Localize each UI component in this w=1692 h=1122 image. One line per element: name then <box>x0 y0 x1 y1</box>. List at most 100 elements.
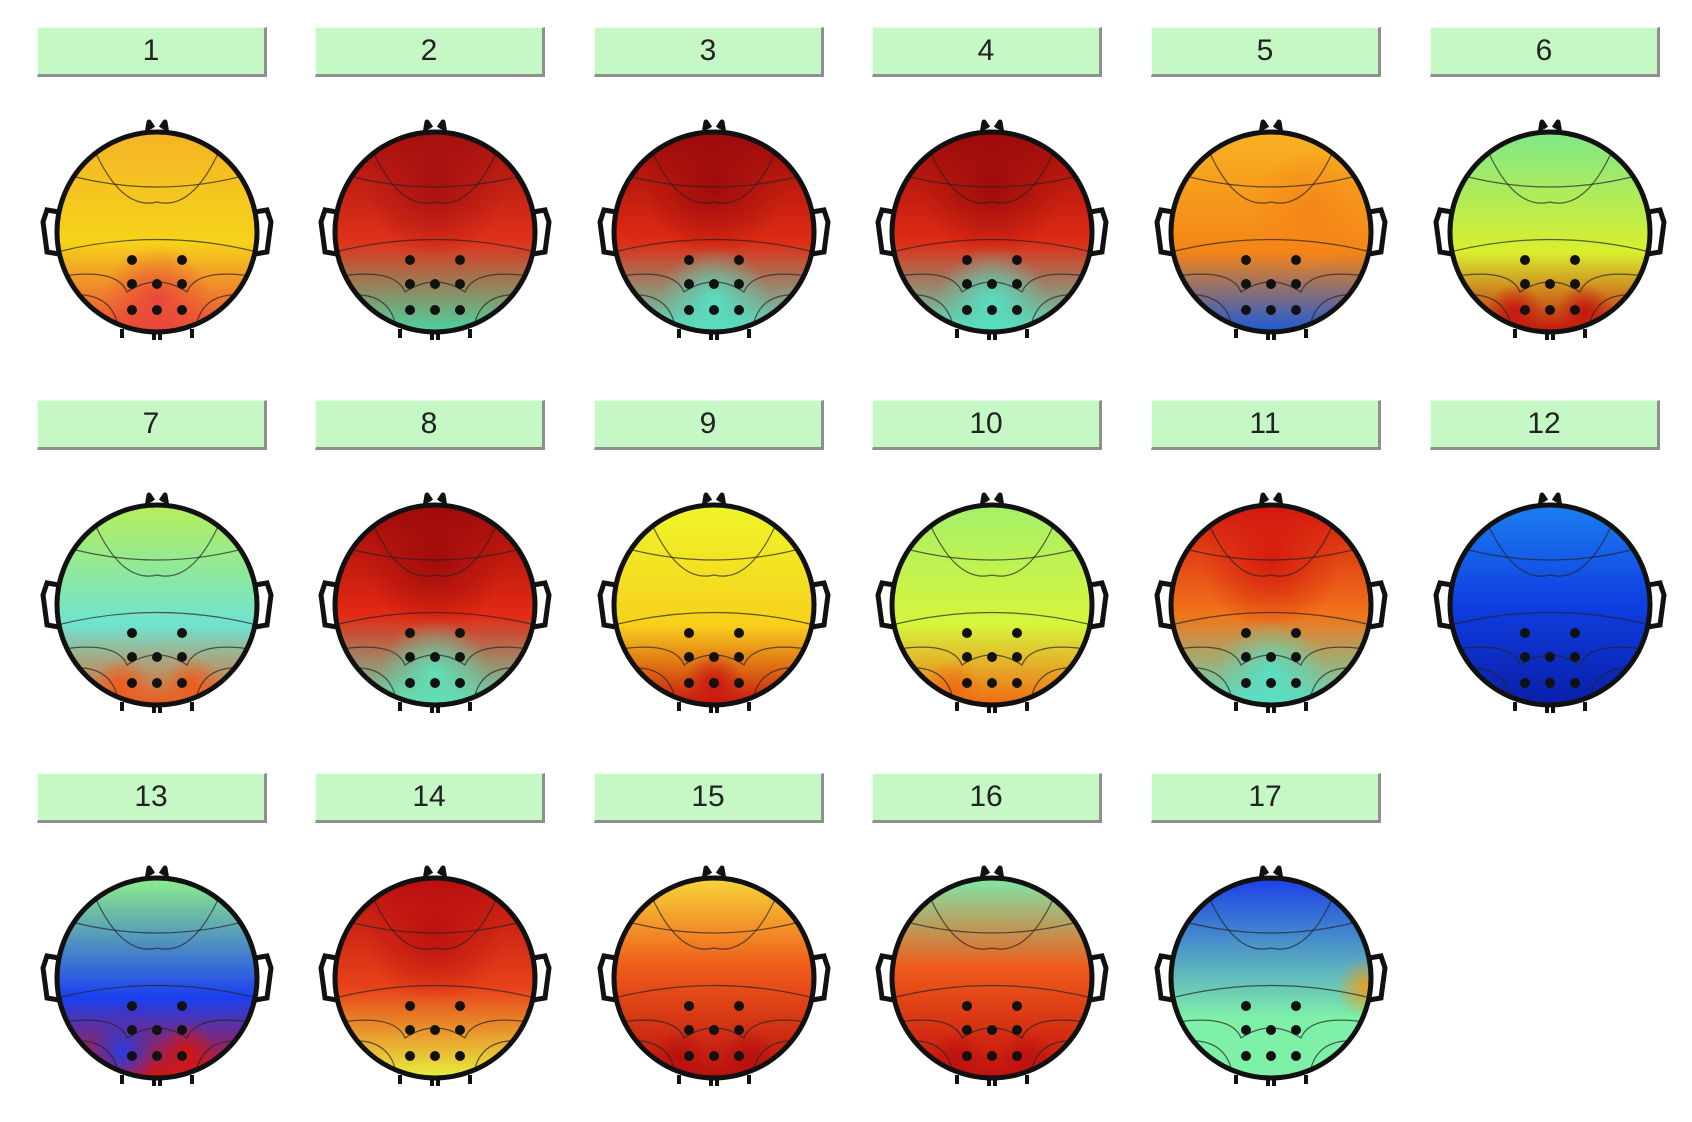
electrode-dot <box>1241 652 1251 662</box>
scalp-map[interactable] <box>37 107 277 357</box>
electrode-dot <box>405 279 415 289</box>
component-label-button[interactable]: 10 <box>872 400 1102 450</box>
component-panel: 6 <box>1430 27 1670 357</box>
scalp-map[interactable] <box>37 853 277 1103</box>
scalp-map[interactable] <box>594 107 834 357</box>
electrode-dot <box>152 279 162 289</box>
left-ear <box>1154 580 1174 630</box>
component-label-button[interactable]: 5 <box>1151 27 1381 77</box>
scalp-map-svg <box>1433 492 1667 713</box>
electrode-dot <box>987 652 997 662</box>
head-bottom-ticks <box>1234 329 1308 340</box>
component-label-button[interactable]: 8 <box>315 400 545 450</box>
electrode-dot <box>1291 628 1301 638</box>
electrode-dot <box>684 1051 694 1061</box>
component-label-button[interactable]: 12 <box>1430 400 1660 450</box>
scalp-map[interactable] <box>315 480 555 730</box>
activation-blob <box>1216 620 1326 705</box>
scalp-map-svg <box>318 492 552 713</box>
component-label-button[interactable]: 1 <box>37 27 267 77</box>
scalp-map-svg <box>597 492 831 713</box>
contour-line <box>614 171 814 188</box>
right-ear <box>254 580 274 630</box>
head-outline <box>889 129 1095 335</box>
scalp-map[interactable] <box>872 107 1112 357</box>
scalp-map-svg <box>1154 865 1388 1086</box>
scalp-map[interactable] <box>1430 480 1670 730</box>
electrode-dot <box>1012 628 1022 638</box>
component-panel: 14 <box>315 773 555 1103</box>
component-label-button[interactable]: 3 <box>594 27 824 77</box>
electrode-dot <box>734 305 744 315</box>
contour-line <box>57 544 257 561</box>
component-panel: 3 <box>594 27 834 357</box>
scalp-map-svg <box>875 119 1109 340</box>
electrode-dot <box>962 279 972 289</box>
scalp-map[interactable] <box>315 107 555 357</box>
left-ear <box>318 207 338 257</box>
component-panel: 2 <box>315 27 555 357</box>
electrode-dot <box>127 1001 137 1011</box>
contour-line <box>335 917 535 934</box>
scalp-map[interactable] <box>315 853 555 1103</box>
scalp-map[interactable] <box>594 853 834 1103</box>
electrode-dot <box>987 1025 997 1035</box>
component-label-button[interactable]: 2 <box>315 27 545 77</box>
component-label-button[interactable]: 7 <box>37 400 267 450</box>
scalp-map-svg <box>875 492 1109 713</box>
activation-blob <box>1336 958 1371 1018</box>
electrode-dot <box>1012 279 1022 289</box>
activation-blob <box>380 620 490 705</box>
electrode-dot <box>1012 255 1022 265</box>
component-label-button[interactable]: 17 <box>1151 773 1381 823</box>
component-label-button[interactable]: 4 <box>872 27 1102 77</box>
head-bottom-ticks <box>1513 329 1587 340</box>
contour-line <box>643 505 785 577</box>
electrode-dot <box>152 1051 162 1061</box>
scalp-map[interactable] <box>1151 853 1391 1103</box>
scalp-map[interactable] <box>872 480 1112 730</box>
contour-line <box>1450 171 1650 188</box>
scalp-map[interactable] <box>1430 107 1670 357</box>
contour-line <box>1171 544 1371 561</box>
scalp-map[interactable] <box>1151 480 1391 730</box>
left-ear <box>1433 580 1453 630</box>
scalp-map[interactable] <box>37 480 277 730</box>
electrode-dot <box>709 305 719 315</box>
component-label-button[interactable]: 6 <box>1430 27 1660 77</box>
head-outline <box>1168 129 1374 335</box>
contour-line <box>86 132 228 204</box>
contour-line <box>57 984 257 999</box>
contour-line <box>1450 238 1650 253</box>
electrode-dot <box>734 1051 744 1061</box>
contour-line <box>335 611 535 626</box>
scalp-field <box>57 505 257 705</box>
electrode-dot <box>177 1025 187 1035</box>
electrode-dot <box>1266 678 1276 688</box>
head-bottom-ticks <box>677 329 751 340</box>
scalp-map[interactable] <box>1151 107 1391 357</box>
contour-line <box>892 984 1092 999</box>
component-label-button[interactable]: 14 <box>315 773 545 823</box>
component-panel: 16 <box>872 773 1112 1103</box>
left-ear <box>1154 953 1174 1003</box>
component-label-button[interactable]: 11 <box>1151 400 1381 450</box>
component-label-button[interactable]: 13 <box>37 773 267 823</box>
electrode-dot <box>455 255 465 265</box>
electrode-dot <box>1266 1025 1276 1035</box>
component-label-button[interactable]: 16 <box>872 773 1102 823</box>
electrode-dot <box>1291 1025 1301 1035</box>
right-ear <box>254 207 274 257</box>
scalp-map[interactable] <box>594 480 834 730</box>
head-outline <box>611 502 817 708</box>
electrode-dot <box>1266 279 1276 289</box>
scalp-map[interactable] <box>872 853 1112 1103</box>
left-ear <box>318 953 338 1003</box>
activation-blob <box>1251 152 1371 272</box>
component-label-button[interactable]: 15 <box>594 773 824 823</box>
component-label-button[interactable]: 9 <box>594 400 824 450</box>
activation-blob <box>937 247 1047 332</box>
scalp-map-svg <box>40 865 274 1086</box>
electrode-dot <box>430 1025 440 1035</box>
